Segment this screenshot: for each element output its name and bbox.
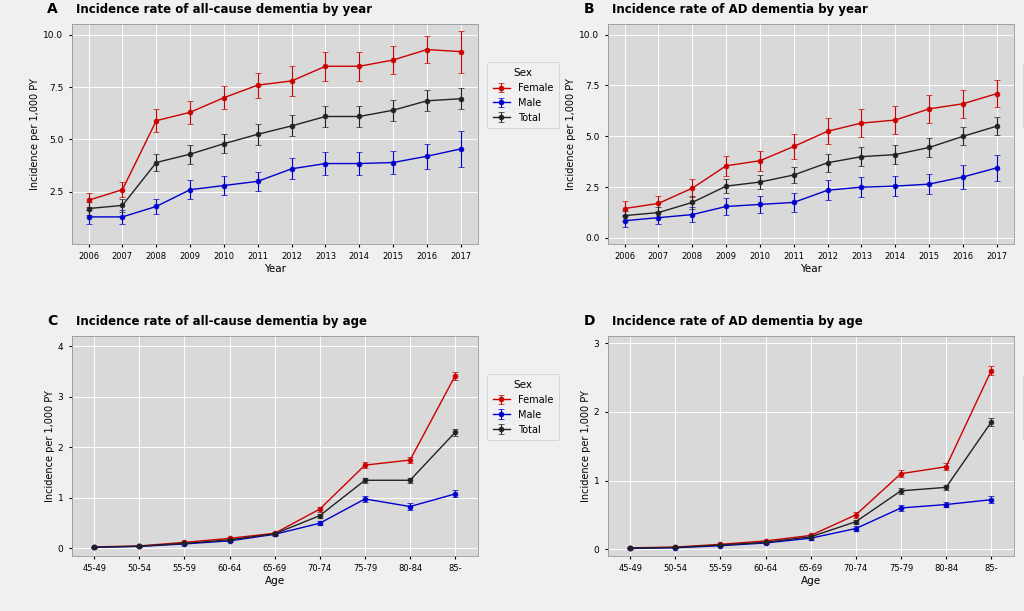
- Text: Incidence rate of all-cause dementia by age: Incidence rate of all-cause dementia by …: [76, 315, 367, 327]
- Text: C: C: [47, 313, 57, 327]
- Y-axis label: Incidence per 1,000 PY: Incidence per 1,000 PY: [45, 390, 55, 502]
- Legend: Female, Male, Total: Female, Male, Total: [1023, 374, 1024, 441]
- Legend: Female, Male, Total: Female, Male, Total: [486, 62, 559, 128]
- X-axis label: Year: Year: [264, 264, 286, 274]
- X-axis label: Year: Year: [800, 264, 821, 274]
- Text: Incidence rate of AD dementia by year: Incidence rate of AD dementia by year: [611, 2, 867, 16]
- X-axis label: Age: Age: [801, 576, 821, 586]
- X-axis label: Age: Age: [264, 576, 285, 586]
- Y-axis label: Incidence per 1,000 PY: Incidence per 1,000 PY: [566, 78, 577, 190]
- Text: D: D: [584, 313, 595, 327]
- Text: Incidence rate of all-cause dementia by year: Incidence rate of all-cause dementia by …: [76, 2, 372, 16]
- Text: B: B: [584, 2, 594, 16]
- Legend: Female, Male, Total: Female, Male, Total: [486, 374, 559, 441]
- Text: Incidence rate of AD dementia by age: Incidence rate of AD dementia by age: [611, 315, 862, 327]
- Y-axis label: Incidence per 1,000 PY: Incidence per 1,000 PY: [31, 78, 40, 190]
- Legend: Female, Male, Total: Female, Male, Total: [1023, 62, 1024, 128]
- Text: A: A: [47, 2, 58, 16]
- Y-axis label: Incidence per 1,000 PY: Incidence per 1,000 PY: [581, 390, 591, 502]
